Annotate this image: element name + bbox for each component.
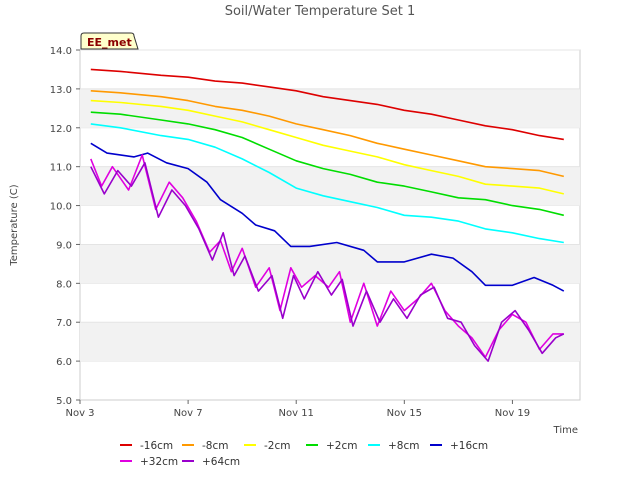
grid-bands <box>80 49 580 362</box>
y-tick-label: 11.0 <box>50 163 72 174</box>
x-tick-label: Nov 19 <box>495 408 530 419</box>
series-line-+32cm <box>90 154 564 359</box>
y-tick-label: 10.0 <box>50 202 72 213</box>
legend-label: +32cm <box>140 456 178 468</box>
badge-label: EE_met <box>87 36 132 49</box>
x-axis-ticks: Nov 3 Nov 7 Nov 11 Nov 15 Nov 19 <box>65 400 530 419</box>
legend-item: +8cm <box>368 440 419 452</box>
y-tick-label: 12.0 <box>50 124 72 135</box>
legend-item: +64cm <box>182 456 240 468</box>
grid-band <box>80 322 580 362</box>
x-tick-label: Nov 15 <box>387 408 422 419</box>
series-line-+16cm <box>90 142 565 292</box>
badge-box <box>80 32 139 50</box>
x-tick-label: Nov 3 <box>65 408 94 419</box>
legend-label: -16cm <box>140 440 173 452</box>
grid-band <box>80 88 580 128</box>
chart-title: Soil/Water Temperature Set 1 <box>225 4 416 19</box>
legend-label: +16cm <box>450 440 488 452</box>
y-tick-label: 8.0 <box>56 279 72 290</box>
series-line--8cm <box>90 90 564 178</box>
legend: -16cm -8cm -2cm +2cm +8cm +16cm +32cm +64cm <box>120 440 488 468</box>
y-tick-label: 13.0 <box>50 85 72 96</box>
y-tick-label: 9.0 <box>56 240 72 251</box>
grid-band <box>80 244 580 284</box>
legend-item: -16cm <box>120 440 173 452</box>
series-line--2cm <box>90 99 564 195</box>
legend-label: -2cm <box>264 440 290 452</box>
legend-label: +64cm <box>202 456 240 468</box>
legend-item: -2cm <box>244 440 290 452</box>
x-tick-label: Nov 11 <box>279 408 314 419</box>
legend-label: +2cm <box>326 440 357 452</box>
station-badge: EE_met <box>80 32 139 50</box>
y-tick-label: 5.0 <box>56 396 72 407</box>
series-line-+8cm <box>90 123 564 244</box>
y-axis-label: Temperature (C) <box>9 184 20 266</box>
legend-item: +2cm <box>306 440 357 452</box>
x-axis-label: Time <box>553 425 578 436</box>
y-tick-label: 7.0 <box>56 318 72 329</box>
y-tick-label: 14.0 <box>50 46 72 57</box>
legend-item: +16cm <box>430 440 488 452</box>
legend-label: +8cm <box>388 440 419 452</box>
series-line--16cm <box>90 68 564 141</box>
y-tick-label: 6.0 <box>56 357 72 368</box>
series-line-+2cm <box>90 111 564 217</box>
series-line-+64cm <box>90 162 565 362</box>
y-axis-ticks: 5.0 6.0 7.0 8.0 9.0 10.0 11.0 12.0 13.0 14.0 <box>50 46 80 407</box>
grid-band <box>80 166 580 206</box>
x-tick-label: Nov 7 <box>174 408 203 419</box>
legend-label: -8cm <box>202 440 228 452</box>
series-lines <box>90 68 565 362</box>
legend-item: -8cm <box>182 440 228 452</box>
legend-item: +32cm <box>120 456 178 468</box>
